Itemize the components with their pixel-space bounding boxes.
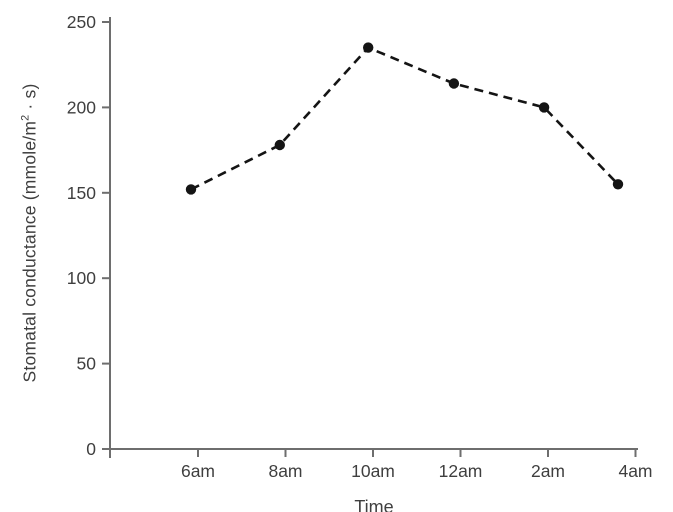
y-axis-title-text: Stomatal conductance (mmole/m: [19, 120, 40, 383]
y-tick-label: 0: [86, 439, 96, 459]
data-point-marker: [274, 139, 285, 151]
data-line: [190, 46, 619, 191]
y-axis-title: Stomatal conductance (mmole/m2 · s): [20, 84, 41, 383]
x-tick-label: 10am: [351, 461, 395, 481]
x-tick-label: 2am: [531, 461, 565, 481]
x-tick-label: 4am: [618, 461, 652, 481]
y-tick-label: 150: [67, 183, 96, 203]
x-axis-title: Time: [354, 497, 394, 512]
y-tick-label: 100: [67, 268, 96, 288]
data-point-marker: [185, 184, 197, 195]
y-axis-title-superscript: 2: [19, 114, 32, 121]
data-point-marker: [448, 78, 460, 89]
data-point-marker: [363, 42, 374, 53]
x-tick-label: 8am: [268, 461, 302, 481]
y-tick-label: 200: [67, 97, 96, 117]
y-tick-label: 50: [77, 354, 97, 374]
y-axis-title-unit-suffix: · s): [19, 83, 40, 115]
x-tick-label: 12am: [439, 461, 483, 481]
x-tick-label: 6am: [181, 461, 215, 481]
y-tick-label: 250: [67, 12, 96, 32]
data-point-marker: [612, 179, 624, 190]
data-point-marker: [538, 102, 550, 113]
